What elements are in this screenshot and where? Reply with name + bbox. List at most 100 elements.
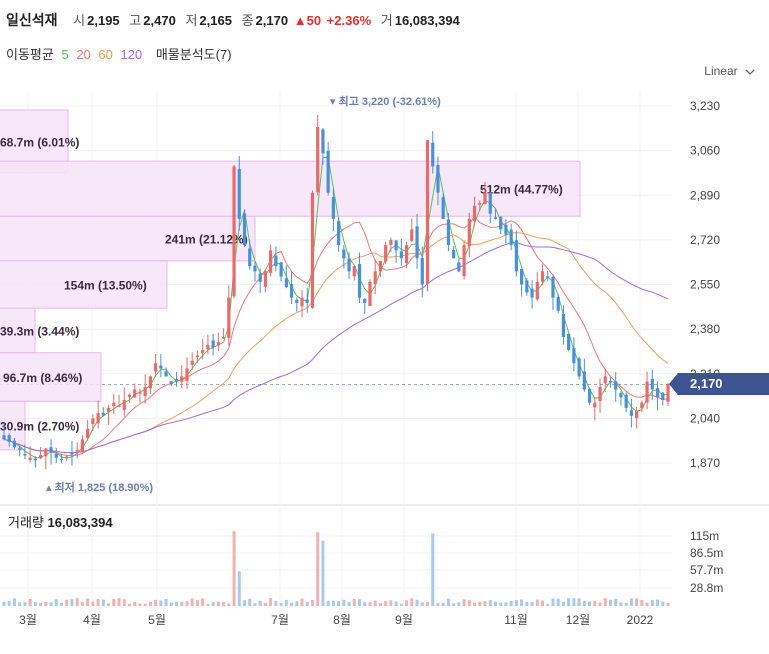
volume-profile-label: 241m (21.12%) [165, 233, 248, 247]
volume-profile-label: 39.3m (3.44%) [0, 324, 79, 338]
volume-bar [154, 599, 158, 606]
volume-bar [582, 600, 586, 606]
ma20-label[interactable]: 20 [76, 47, 91, 62]
candle [91, 418, 95, 425]
volume-bar [457, 602, 461, 606]
candle [216, 342, 220, 346]
candle [593, 402, 597, 408]
candle [101, 412, 105, 416]
ma-legend[interactable]: 이동평균 5 20 60 120 매물분석도(7) [6, 44, 236, 63]
candle [326, 150, 330, 193]
y-tick-label: 2,720 [690, 233, 720, 247]
volume-bar [640, 600, 644, 606]
volume-profile-label[interactable]: 매물분석도(7) [155, 47, 232, 62]
candle [316, 127, 320, 193]
candle [640, 402, 644, 409]
volume-bar [499, 602, 503, 606]
volume-bar [159, 600, 163, 606]
candle [404, 245, 409, 264]
volume-bar [420, 602, 424, 606]
candle [572, 348, 576, 364]
candle [509, 229, 513, 246]
candle [394, 240, 398, 251]
volume-bar [656, 599, 660, 606]
candle [535, 281, 539, 300]
volume-bar [431, 533, 435, 606]
volume-bar [619, 602, 623, 606]
candle [462, 245, 466, 277]
candle [650, 378, 654, 390]
y-tick-label: 2,890 [690, 188, 720, 202]
volume-bar [478, 601, 482, 606]
y-tick-label: 3,060 [690, 144, 720, 158]
candle [127, 394, 132, 397]
volume-bar [358, 599, 362, 606]
candle [551, 276, 555, 298]
close-label: 종 [241, 13, 254, 28]
candle [441, 197, 445, 219]
extreme-markers: ▾ 최고 3,220 (-32.61%) ▴ 최저 1,825 (18.90%) [46, 94, 441, 494]
volume-bar [290, 602, 294, 606]
ma5-label[interactable]: 5 [61, 47, 69, 62]
candle [357, 263, 362, 298]
open-value: 2,195 [87, 13, 120, 28]
candle [331, 197, 335, 219]
volume-bar [112, 599, 116, 606]
candle [65, 456, 69, 459]
stock-name: 일신석재 [6, 12, 58, 28]
volume-bar [666, 602, 670, 606]
candle [619, 392, 623, 398]
candle [514, 240, 518, 272]
candle [180, 376, 184, 382]
candle [159, 365, 163, 369]
ma60-label[interactable]: 60 [98, 47, 113, 62]
candle [368, 281, 372, 307]
x-tick-label: 4월 [83, 613, 101, 627]
volume-bar [493, 601, 497, 606]
volume-bar [546, 603, 550, 606]
volume-bar [368, 602, 372, 606]
volume-bar [232, 531, 236, 606]
volume-bar [436, 602, 440, 606]
volume-bar [399, 603, 403, 606]
candle [661, 392, 665, 400]
volume-bar [551, 598, 555, 606]
volume-bar [18, 602, 22, 606]
volume-bar [645, 602, 649, 606]
candle [269, 250, 273, 273]
candle [493, 217, 498, 219]
volume-bar [243, 600, 247, 606]
candle [253, 265, 257, 272]
volume-bar [446, 598, 450, 606]
ma120-label[interactable]: 120 [120, 47, 143, 62]
volume-bar [415, 599, 419, 606]
low-value: 2,165 [199, 13, 232, 28]
volume-tick-label: 28.8m [690, 581, 723, 595]
candle [603, 376, 607, 384]
candle [520, 269, 524, 285]
candle [608, 380, 613, 383]
volume-bar [248, 598, 252, 606]
volume-bar [347, 601, 351, 606]
volume-bar [405, 600, 409, 606]
candle [96, 413, 100, 424]
volume-bar [310, 599, 314, 606]
x-tick-label: 7월 [271, 613, 289, 627]
volume-bar [661, 601, 665, 606]
volume-bar [561, 601, 565, 606]
volume-bar [2, 601, 6, 606]
volume-bar [143, 603, 147, 606]
scale-toggle[interactable]: Linear [704, 64, 755, 78]
volume-bar [300, 598, 304, 606]
candle [279, 262, 283, 277]
candle [75, 449, 79, 452]
volume-bar [44, 601, 48, 606]
volume-bar [185, 601, 189, 606]
candle [185, 368, 189, 381]
candle [446, 219, 451, 246]
volume-bar [410, 598, 414, 606]
volume-bar [269, 598, 273, 606]
volume-bar [650, 599, 654, 606]
candle [221, 337, 226, 339]
